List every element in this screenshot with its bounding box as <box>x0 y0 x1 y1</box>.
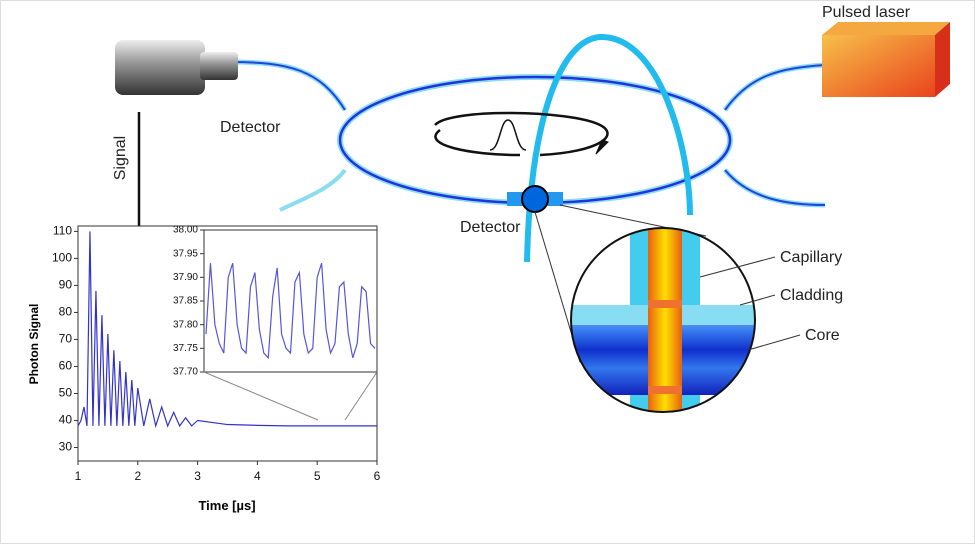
y-tick-label: 37.90 <box>173 272 198 283</box>
y-tick-label: 80 <box>59 305 73 319</box>
x-axis-label: Time [µs] <box>198 498 255 513</box>
label: Capillary <box>780 249 842 266</box>
y-tick-label: 37.70 <box>173 367 198 378</box>
x-tick-label: 5 <box>314 469 321 483</box>
y-tick-label: 30 <box>59 440 73 454</box>
y-tick-label: 37.80 <box>173 319 198 330</box>
x-tick-label: 3 <box>194 469 201 483</box>
source <box>115 40 205 95</box>
y-tick-label: 37.85 <box>173 296 198 307</box>
label: Detector <box>220 119 281 136</box>
label: Core <box>805 327 840 344</box>
label: Detector <box>460 219 521 236</box>
x-tick-label: 2 <box>134 469 141 483</box>
y-tick-label: 90 <box>59 278 73 292</box>
y-tick-label: 37.95 <box>173 248 198 259</box>
label: Cladding <box>780 287 843 304</box>
label: Pulsed laser <box>822 4 911 21</box>
laser <box>822 35 935 97</box>
y-tick-label: 40 <box>59 413 73 427</box>
y-tick-label: 38.00 <box>173 225 198 236</box>
y-axis-label: Photon Signal <box>27 304 41 385</box>
magnified-view <box>560 220 770 420</box>
y-tick-label: 100 <box>52 251 72 265</box>
y-tick-label: 60 <box>59 359 73 373</box>
diagram: Pulsed laser Detector Detector Signal Ca… <box>0 0 975 544</box>
laser-top <box>822 22 950 35</box>
label: Signal <box>112 136 129 180</box>
y-tick-label: 50 <box>59 386 73 400</box>
x-tick-label: 4 <box>254 469 261 483</box>
x-tick-label: 1 <box>75 469 82 483</box>
y-tick-label: 70 <box>59 332 73 346</box>
y-tick-label: 37.75 <box>173 343 198 354</box>
source-tip <box>200 52 238 80</box>
x-tick-label: 6 <box>374 469 381 483</box>
y-tick-label: 110 <box>53 224 72 238</box>
detector <box>522 186 548 212</box>
laser-side <box>935 22 950 97</box>
